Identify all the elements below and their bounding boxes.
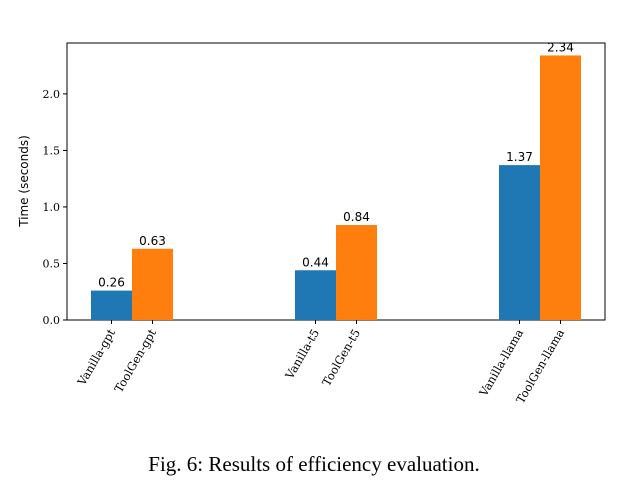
x-tick-label: ToolGen-t5 (319, 327, 363, 389)
bar (295, 270, 336, 320)
y-tick-label: 2.0 (43, 88, 61, 101)
bar (91, 290, 132, 320)
x-tick-label: Vanilla-gpt (74, 326, 118, 388)
y-axis-label: Time (seconds) (17, 135, 31, 228)
efficiency-bar-chart: Time (seconds) 0.00.51.01.52.0 0.260.630… (17, 40, 606, 406)
y-tick-label: 0.5 (43, 257, 61, 270)
bar-value-label: 0.84 (343, 210, 370, 224)
value-labels: 0.26 0.63 0.44 0.84 1.37 2.34 (98, 40, 574, 289)
bar-value-label: 0.63 (139, 234, 166, 248)
figure-caption: Fig. 6: Results of efficiency evaluation… (148, 452, 480, 476)
y-tick-label: 1.5 (43, 144, 61, 157)
bar-value-label: 0.26 (98, 276, 125, 290)
x-tick-label: ToolGen-gpt (112, 326, 160, 395)
bar-value-label: 2.34 (547, 40, 574, 54)
y-tick-label: 1.0 (43, 201, 61, 214)
bar (132, 248, 173, 320)
bar (336, 225, 377, 320)
x-tick-label: Vanilla-t5 (282, 327, 322, 383)
y-tick-label: 0.0 (43, 314, 61, 327)
bar-value-label: 1.37 (506, 150, 533, 164)
bars (91, 55, 581, 320)
bar (499, 165, 540, 320)
bar-value-label: 0.44 (302, 255, 329, 269)
bar (540, 55, 581, 320)
y-ticks: 0.0 0.5 1.0 1.5 2.0 (43, 88, 67, 327)
x-ticks (111, 320, 561, 324)
